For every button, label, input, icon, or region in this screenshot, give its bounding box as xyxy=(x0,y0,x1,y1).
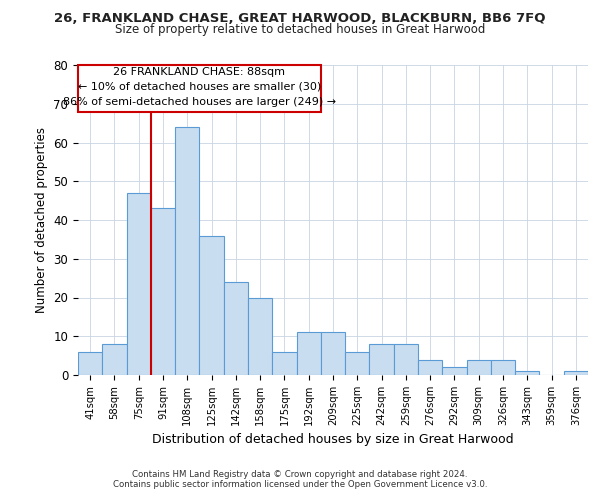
Bar xyxy=(102,344,127,375)
Bar xyxy=(151,208,175,375)
Text: Contains HM Land Registry data © Crown copyright and database right 2024.
Contai: Contains HM Land Registry data © Crown c… xyxy=(113,470,487,489)
Y-axis label: Number of detached properties: Number of detached properties xyxy=(35,127,48,313)
Text: 86% of semi-detached houses are larger (249) →: 86% of semi-detached houses are larger (… xyxy=(63,97,336,107)
Bar xyxy=(394,344,418,375)
Bar xyxy=(370,344,394,375)
Bar xyxy=(296,332,321,375)
Bar xyxy=(78,65,321,112)
Text: 26, FRANKLAND CHASE, GREAT HARWOOD, BLACKBURN, BB6 7FQ: 26, FRANKLAND CHASE, GREAT HARWOOD, BLAC… xyxy=(54,12,546,26)
Text: 26 FRANKLAND CHASE: 88sqm: 26 FRANKLAND CHASE: 88sqm xyxy=(113,67,286,77)
Bar xyxy=(78,352,102,375)
Bar xyxy=(515,371,539,375)
Text: Size of property relative to detached houses in Great Harwood: Size of property relative to detached ho… xyxy=(115,22,485,36)
X-axis label: Distribution of detached houses by size in Great Harwood: Distribution of detached houses by size … xyxy=(152,434,514,446)
Text: ← 10% of detached houses are smaller (30): ← 10% of detached houses are smaller (30… xyxy=(78,82,321,92)
Bar xyxy=(224,282,248,375)
Bar xyxy=(175,127,199,375)
Bar xyxy=(418,360,442,375)
Bar xyxy=(491,360,515,375)
Bar xyxy=(345,352,370,375)
Bar xyxy=(442,367,467,375)
Bar xyxy=(248,298,272,375)
Bar xyxy=(321,332,345,375)
Bar xyxy=(272,352,296,375)
Bar xyxy=(564,371,588,375)
Bar xyxy=(199,236,224,375)
Bar xyxy=(127,193,151,375)
Bar xyxy=(467,360,491,375)
